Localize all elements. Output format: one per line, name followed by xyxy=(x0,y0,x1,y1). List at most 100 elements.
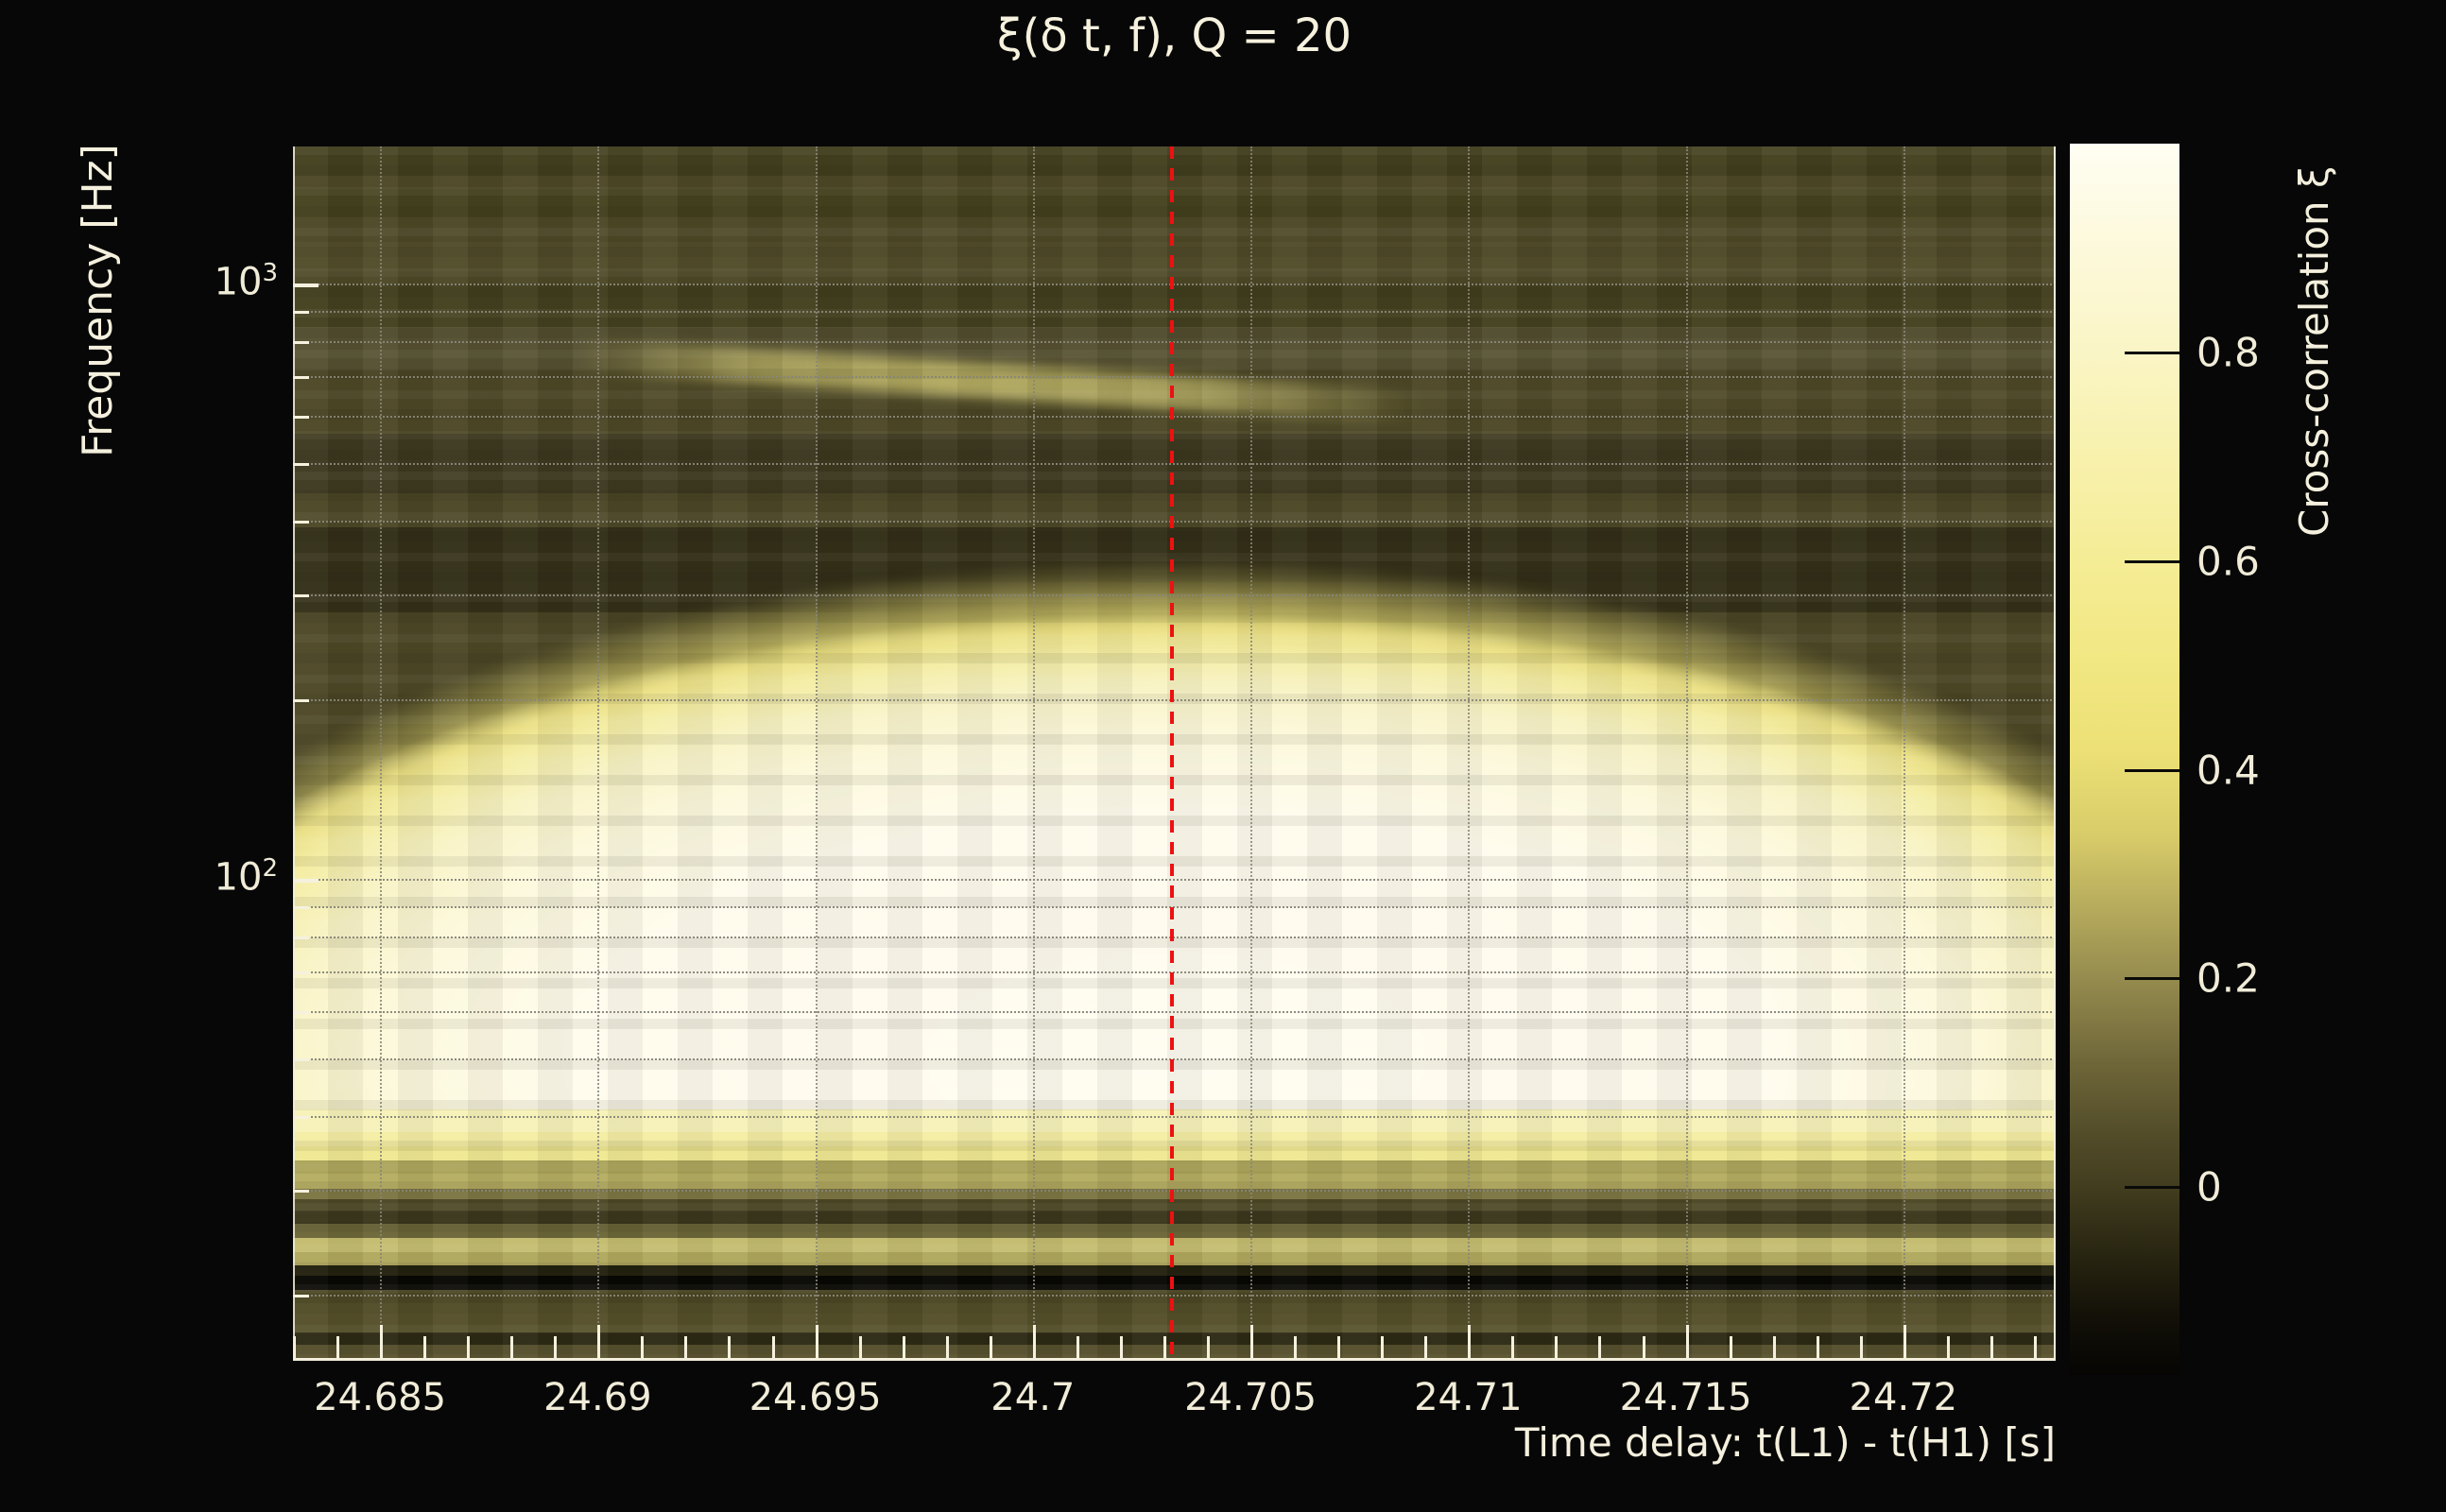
y-axis-minor-tick xyxy=(293,1115,309,1119)
x-tick-label: 24.695 xyxy=(749,1376,882,1419)
y-axis-minor-tick xyxy=(293,1010,309,1014)
x-axis-tick xyxy=(1990,1336,1993,1361)
low-freq-band xyxy=(293,1173,2056,1190)
x-axis-tick xyxy=(684,1336,688,1361)
vertical-gridline xyxy=(1250,146,1253,1361)
colorbar-tick-label: 0.8 xyxy=(2196,329,2260,376)
bottom-spine xyxy=(293,1358,2056,1361)
x-axis-tick xyxy=(1685,1325,1689,1361)
x-axis-tick xyxy=(1032,1325,1036,1361)
y-axis-minor-tick xyxy=(293,971,309,974)
horizontal-gridline xyxy=(293,594,2056,597)
colorbar-tick-label: 0.4 xyxy=(2196,747,2260,794)
x-axis-tick xyxy=(641,1336,645,1361)
x-axis-tick xyxy=(1337,1336,1341,1361)
y-axis-minor-tick xyxy=(293,1190,309,1194)
x-axis-tick xyxy=(1555,1336,1559,1361)
y-axis-minor-tick xyxy=(293,520,309,524)
x-axis-tick xyxy=(1424,1336,1428,1361)
low-freq-band xyxy=(293,1146,2056,1160)
x-axis-tick xyxy=(1772,1336,1776,1361)
y-axis-minor-tick xyxy=(293,699,309,703)
x-axis-tick xyxy=(1250,1325,1254,1361)
horizontal-gridline xyxy=(293,936,2056,939)
horizontal-gridline xyxy=(293,375,2056,378)
colorbar xyxy=(2070,144,2179,1375)
y-axis-minor-tick xyxy=(293,375,309,379)
low-freq-band xyxy=(293,1251,2056,1266)
colorbar-tick xyxy=(2125,977,2179,981)
vertical-gridline xyxy=(597,146,600,1361)
x-axis-tick xyxy=(1119,1336,1123,1361)
y-axis-minor-tick xyxy=(293,936,309,940)
x-tick-label: 24.7 xyxy=(990,1376,1076,1419)
x-axis-tick xyxy=(1903,1325,1906,1361)
colorbar-tick-label: 0.2 xyxy=(2196,954,2260,1002)
low-freq-band xyxy=(293,1198,2056,1211)
x-axis-tick xyxy=(858,1336,862,1361)
colorbar-tick-label: 0 xyxy=(2196,1163,2222,1211)
x-axis-tick xyxy=(1511,1336,1515,1361)
x-axis-tick xyxy=(1598,1336,1602,1361)
vertical-gridline xyxy=(1903,146,1905,1361)
colorbar-tick xyxy=(2125,351,2179,354)
horizontal-gridline xyxy=(293,971,2056,973)
colorbar-label: Cross-correlation ξ xyxy=(2291,165,2337,537)
column-texture xyxy=(293,146,2056,1361)
right-spine xyxy=(2054,146,2056,1361)
y-tick-label: 103 xyxy=(214,259,278,304)
horizontal-gridline xyxy=(293,699,2056,702)
horizontal-gridline xyxy=(293,310,2056,313)
x-tick-label: 24.705 xyxy=(1184,1376,1318,1419)
y-axis-major-tick xyxy=(293,879,319,884)
horizontal-gridline xyxy=(293,415,2056,418)
horizontal-gridline xyxy=(293,1115,2056,1118)
x-axis-tick xyxy=(1294,1336,1298,1361)
x-axis-tick xyxy=(597,1325,601,1361)
vertical-gridline xyxy=(380,146,383,1361)
y-tick-label: 102 xyxy=(214,853,278,900)
x-axis-tick xyxy=(423,1336,427,1361)
colorbar-tick xyxy=(2125,1186,2179,1190)
left-spine xyxy=(293,146,295,1361)
low-freq-band xyxy=(293,1276,2056,1290)
time-delay-marker-line xyxy=(1170,146,1175,1361)
horizontal-gridline xyxy=(293,905,2056,908)
x-axis-tick xyxy=(1946,1336,1950,1361)
horizontal-gridline xyxy=(293,341,2056,344)
y-axis-minor-tick xyxy=(293,310,309,314)
x-tick-label: 24.69 xyxy=(543,1376,652,1419)
horizontal-gridline xyxy=(293,520,2056,523)
heatmap-plot-area xyxy=(293,146,2056,1361)
x-axis-tick xyxy=(1816,1336,1819,1361)
vertical-gridline xyxy=(1685,146,1688,1361)
horizontal-gridline xyxy=(293,1295,2056,1297)
x-axis-tick xyxy=(728,1336,732,1361)
value-band xyxy=(293,189,2056,218)
horizontal-gridline xyxy=(293,1190,2056,1193)
low-freq-band xyxy=(293,1344,2056,1361)
colorbar-tick-label: 0.6 xyxy=(2196,538,2260,585)
chart-title: ξ(δ t, f), Q = 20 xyxy=(996,9,1352,62)
low-freq-band xyxy=(293,1160,2056,1174)
x-axis-tick xyxy=(1381,1336,1385,1361)
x-axis-tick xyxy=(336,1336,340,1361)
x-axis-tick xyxy=(771,1336,775,1361)
x-axis-tick xyxy=(902,1336,905,1361)
x-axis-tick xyxy=(1163,1336,1166,1361)
y-axis-minor-tick xyxy=(293,1295,309,1298)
horizontal-gridline xyxy=(293,879,2056,882)
x-tick-label: 24.71 xyxy=(1414,1376,1523,1419)
y-axis-minor-tick xyxy=(293,341,309,345)
gridlines xyxy=(293,146,2056,1361)
x-axis-tick xyxy=(1207,1336,1211,1361)
low-freq-band xyxy=(293,1302,2056,1332)
horizontal-gridline xyxy=(293,1010,2056,1013)
value-band xyxy=(293,242,2056,271)
x-axis-tick xyxy=(467,1336,471,1361)
y-axis-label: Frequency [Hz] xyxy=(74,144,122,457)
axis-ticks xyxy=(293,146,2056,1361)
x-tick-label: 24.715 xyxy=(1619,1376,1752,1419)
x-axis-tick xyxy=(1076,1336,1079,1361)
